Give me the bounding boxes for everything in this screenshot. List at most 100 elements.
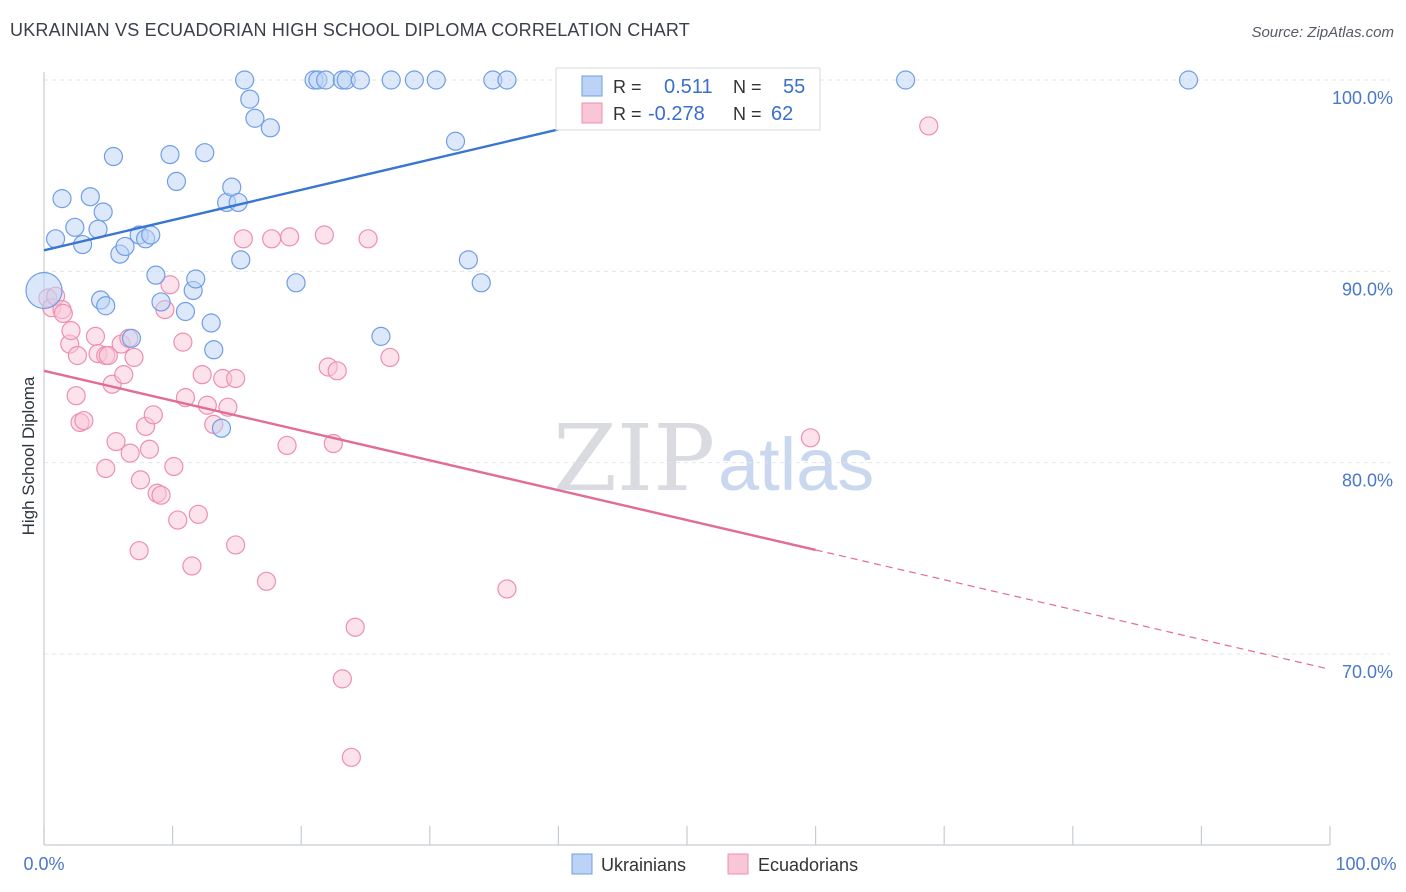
ecuadorians-point bbox=[314, 225, 334, 245]
ukrainians-point bbox=[175, 301, 196, 322]
ukrainians-point bbox=[195, 143, 215, 163]
ecuadorians-point bbox=[151, 485, 171, 505]
ecuadorians-point bbox=[96, 458, 116, 479]
ukrainians-point bbox=[316, 70, 336, 90]
legend-n-value-1: 55 bbox=[783, 76, 805, 98]
ecuadorians-point bbox=[280, 227, 300, 247]
ukrainians-point bbox=[211, 418, 232, 438]
ecuadorians-point bbox=[67, 345, 88, 366]
ukrainians-point bbox=[65, 217, 85, 237]
bottom-legend-swatch-ecuadorians bbox=[727, 853, 749, 875]
ecuadorians-point bbox=[98, 345, 118, 366]
ukrainians-point bbox=[151, 292, 171, 312]
ecuadorians-point bbox=[120, 443, 140, 463]
ecuadorians-point bbox=[497, 579, 517, 599]
ecuadorians-point bbox=[188, 504, 208, 524]
y-tick-label: 70.0% bbox=[1342, 662, 1393, 682]
ecuadorians-point bbox=[262, 229, 282, 249]
ukrainians-point bbox=[404, 70, 424, 90]
ecuadorians-point bbox=[106, 432, 126, 452]
ukrainians-point bbox=[458, 250, 478, 270]
ecuadorians-point bbox=[114, 365, 134, 385]
y-tick-label: 100.0% bbox=[1332, 88, 1393, 108]
x-tick-label-max: 100.0% bbox=[1335, 854, 1396, 874]
bottom-legend-ukrainians: Ukrainians bbox=[601, 855, 686, 875]
series-legend: Ukrainians Ecuadorians bbox=[571, 853, 858, 875]
ecuadorians-point bbox=[800, 428, 821, 448]
correlation-legend: R = 0.511 N = 55 R = -0.278 N = 62 bbox=[555, 67, 821, 131]
ecuadorians-point bbox=[919, 116, 939, 136]
ukrainians-point bbox=[286, 273, 306, 293]
grid-lines bbox=[44, 79, 1390, 655]
y-tick-label: 90.0% bbox=[1342, 279, 1393, 299]
ukrainians-point bbox=[115, 236, 135, 257]
ecuadorians-point bbox=[277, 435, 297, 456]
ukrainians-point bbox=[93, 202, 113, 222]
watermark-atlas: atlas bbox=[718, 423, 874, 506]
ecuadorians-point bbox=[130, 470, 151, 490]
ecuadorians-point bbox=[233, 229, 253, 249]
ukrainians-point bbox=[25, 271, 63, 310]
ukrainians-point bbox=[245, 108, 265, 128]
ukrainians-point bbox=[371, 326, 391, 346]
ecuadorians-point bbox=[345, 617, 365, 637]
ecuadorians-points bbox=[38, 116, 939, 767]
ecuadorians-point bbox=[358, 229, 378, 249]
bottom-legend-ecuadorians: Ecuadorians bbox=[758, 855, 858, 875]
ecuadorians-point bbox=[197, 395, 217, 415]
legend-r-label-1: R = bbox=[613, 77, 642, 97]
ukrainians-point bbox=[80, 187, 100, 207]
legend-swatch-ecuadorians bbox=[581, 102, 603, 124]
ukrainians-point bbox=[103, 146, 124, 167]
ukrainians-point bbox=[186, 269, 206, 289]
watermark-zip: ZIP bbox=[553, 405, 715, 512]
ecuadorians-point bbox=[124, 347, 144, 368]
ecuadorians-point bbox=[129, 541, 149, 561]
ecuadorians-point bbox=[164, 456, 184, 477]
ukrainians-point bbox=[96, 296, 116, 316]
chart-title: UKRAINIAN VS ECUADORIAN HIGH SCHOOL DIPL… bbox=[10, 20, 690, 40]
ukrainians-point bbox=[160, 145, 180, 165]
ecuadorians-point bbox=[327, 361, 347, 381]
ecuadorians-point bbox=[226, 368, 246, 389]
legend-r-label-2: R = bbox=[613, 104, 642, 124]
ukrainians-point bbox=[201, 313, 221, 333]
bottom-legend-swatch-ukrainians bbox=[571, 853, 593, 875]
ukrainians-point bbox=[381, 70, 401, 90]
ukrainians-point bbox=[497, 70, 517, 90]
y-axis-label: High School Diploma bbox=[19, 376, 38, 535]
ecuadorians-point bbox=[139, 439, 160, 459]
legend-n-value-2: 62 bbox=[771, 103, 793, 125]
ukrainians-point bbox=[52, 189, 72, 209]
ecuadorians-point bbox=[168, 510, 188, 530]
ecuadorians-point bbox=[192, 365, 212, 385]
ukrainians-point bbox=[471, 273, 491, 293]
legend-n-label-2: N = bbox=[733, 104, 762, 124]
ukrainians-point bbox=[141, 225, 161, 245]
ukrainians-point bbox=[204, 340, 224, 360]
y-tick-labels: 70.0% 80.0% 90.0% 100.0% bbox=[1332, 88, 1393, 682]
ukrainians-point bbox=[146, 265, 166, 285]
ecuadorians-trend-line bbox=[43, 369, 816, 552]
ukrainians-point bbox=[231, 250, 251, 270]
ecuadorians-point bbox=[256, 571, 277, 591]
ukrainians-point bbox=[896, 70, 916, 90]
ukrainians-point bbox=[445, 131, 466, 151]
source-label: Source: ZipAtlas.com bbox=[1251, 24, 1394, 41]
ecuadorians-point bbox=[182, 556, 202, 576]
ukrainians-point bbox=[350, 70, 370, 90]
ecuadorians-trend-extension bbox=[815, 549, 1331, 670]
ecuadorians-point bbox=[66, 386, 86, 406]
ecuadorians-point bbox=[160, 275, 180, 295]
ecuadorians-point bbox=[332, 669, 352, 689]
ukrainians-point bbox=[235, 70, 255, 90]
ecuadorians-point bbox=[74, 410, 94, 431]
y-tick-label: 80.0% bbox=[1342, 471, 1393, 491]
legend-n-label-1: N = bbox=[733, 77, 762, 97]
ukrainians-point bbox=[1178, 70, 1199, 90]
ukrainians-point bbox=[121, 328, 142, 348]
ecuadorians-point bbox=[341, 747, 361, 767]
legend-r-value-2: -0.278 bbox=[648, 103, 705, 125]
ukrainians-point bbox=[260, 118, 280, 138]
